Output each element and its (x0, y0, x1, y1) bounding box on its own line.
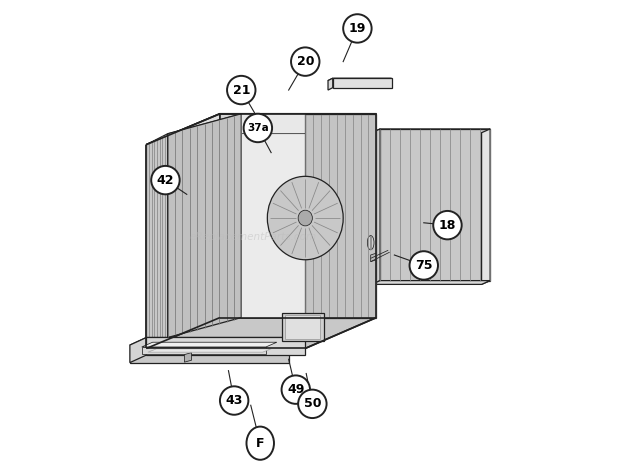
Circle shape (291, 47, 319, 76)
Circle shape (244, 114, 272, 142)
Text: 20: 20 (296, 55, 314, 68)
Polygon shape (371, 129, 490, 133)
Polygon shape (380, 129, 490, 281)
Polygon shape (220, 114, 376, 318)
Text: 21: 21 (232, 83, 250, 97)
Text: 49: 49 (287, 383, 304, 396)
Polygon shape (168, 114, 241, 337)
Circle shape (298, 390, 327, 418)
Polygon shape (482, 129, 490, 284)
Text: 43: 43 (226, 394, 243, 407)
Text: 50: 50 (304, 397, 321, 410)
Polygon shape (305, 114, 376, 318)
Polygon shape (142, 342, 277, 347)
Text: 42: 42 (157, 173, 174, 187)
Polygon shape (130, 337, 305, 345)
Polygon shape (285, 315, 321, 339)
Polygon shape (281, 313, 324, 341)
Polygon shape (241, 114, 376, 318)
Polygon shape (371, 129, 380, 284)
Text: 18: 18 (439, 219, 456, 232)
Polygon shape (142, 347, 266, 354)
Polygon shape (168, 114, 376, 134)
Polygon shape (130, 345, 289, 363)
Circle shape (151, 166, 180, 194)
Ellipse shape (298, 210, 312, 226)
Circle shape (281, 375, 310, 404)
Circle shape (410, 251, 438, 280)
Polygon shape (148, 349, 271, 352)
Circle shape (220, 386, 249, 415)
Polygon shape (130, 337, 146, 363)
Text: F: F (256, 437, 265, 450)
Polygon shape (146, 114, 220, 348)
Ellipse shape (247, 427, 274, 460)
Polygon shape (184, 353, 192, 362)
Polygon shape (328, 78, 391, 81)
Polygon shape (146, 337, 305, 355)
Circle shape (343, 14, 371, 43)
Polygon shape (371, 281, 490, 284)
Text: 75: 75 (415, 259, 433, 272)
Text: 19: 19 (348, 22, 366, 35)
Polygon shape (146, 114, 376, 145)
Polygon shape (146, 318, 376, 348)
Text: 37a: 37a (247, 123, 268, 133)
Ellipse shape (368, 236, 374, 250)
Text: eReplacementParts.com: eReplacementParts.com (190, 232, 317, 242)
Circle shape (227, 76, 255, 104)
Ellipse shape (267, 176, 343, 260)
Circle shape (433, 211, 462, 239)
Polygon shape (146, 134, 168, 348)
Polygon shape (371, 253, 376, 262)
Polygon shape (333, 78, 391, 88)
Polygon shape (328, 78, 333, 90)
